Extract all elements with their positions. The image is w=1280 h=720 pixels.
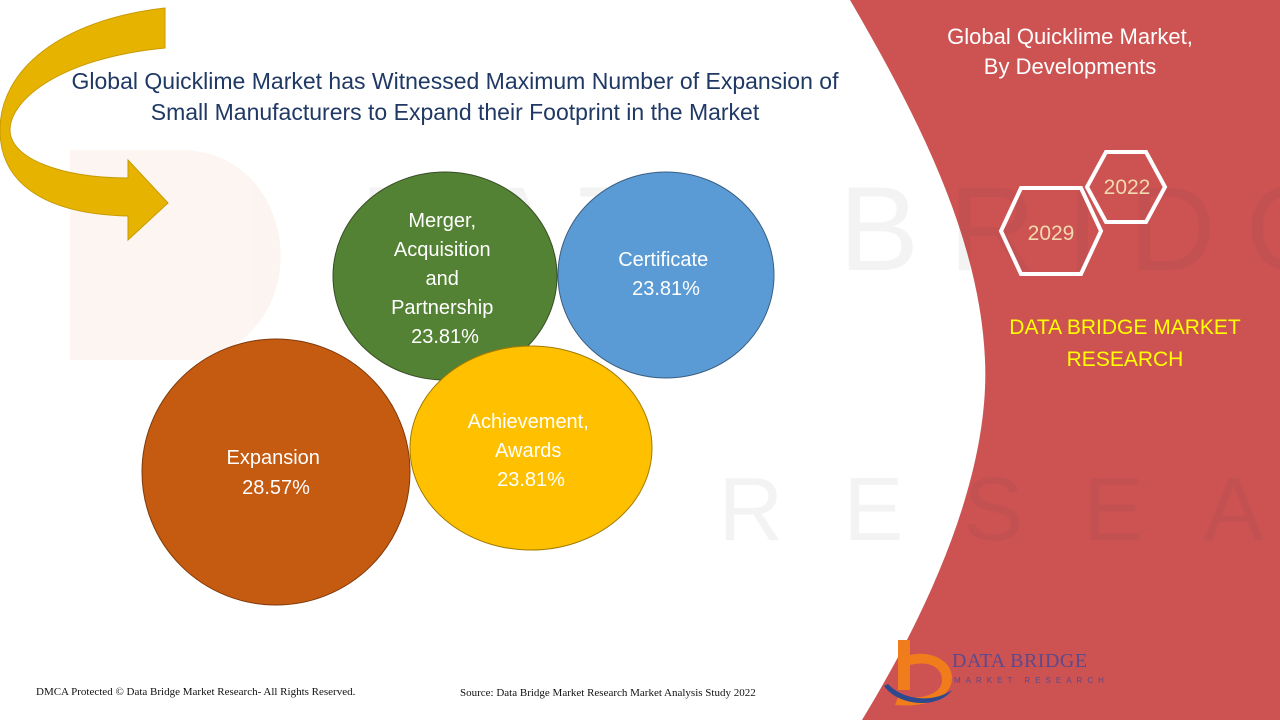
curved-arrow-icon <box>0 7 169 242</box>
headline: Global Quicklime Market has Witnessed Ma… <box>71 68 839 125</box>
bubble-achievement-label: Achievement, Awards 23.81% <box>468 411 595 491</box>
bubble-achievement: Achievement, Awards 23.81% <box>409 345 653 551</box>
logo-tagline: MARKET RESEARCH <box>954 676 1109 685</box>
year-start-label: 2022 <box>1104 176 1151 199</box>
hexagon-icon <box>998 150 1168 276</box>
logo-name: DATA BRIDGE <box>952 650 1088 672</box>
bubble-expansion-shape <box>141 338 411 606</box>
bubble-certificate-shape <box>557 171 775 379</box>
bubble-achievement-shape <box>409 345 653 551</box>
panel-title: Global Quicklime Market, By Developments <box>905 22 1235 82</box>
brand-line2: RESEARCH <box>1066 348 1184 371</box>
data-bridge-logo-icon <box>884 640 952 706</box>
right-panel <box>850 0 1280 720</box>
bubble-expansion-label: Expansion 28.57% <box>227 447 326 499</box>
bubble-merger: Merger, Acquisition and Partnership 23.8… <box>332 171 558 381</box>
panel-title-line2: By Developments <box>983 54 1157 79</box>
bubble-expansion: Expansion 28.57% <box>141 338 411 606</box>
year-end-label: 2029 <box>1028 222 1075 245</box>
brand-line1: DATA BRIDGE MARKET <box>1009 316 1241 339</box>
bubble-certificate: Certificate 23.81% <box>557 171 775 379</box>
bubble-merger-label: Merger, Acquisition and Partnership 23.8… <box>391 210 499 348</box>
footer-copyright: DMCA Protected © Data Bridge Market Rese… <box>36 686 356 698</box>
footer-source: Source: Data Bridge Market Research Mark… <box>460 687 756 699</box>
bubble-certificate-label: Certificate 23.81% <box>618 249 714 300</box>
panel-title-line1: Global Quicklime Market, <box>947 24 1193 49</box>
brand-text: DATA BRIDGE MARKET RESEARCH <box>985 312 1265 376</box>
